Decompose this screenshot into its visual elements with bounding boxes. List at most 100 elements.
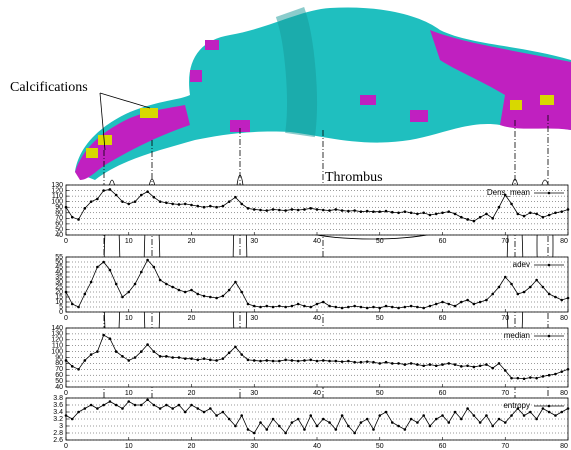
legend-label: median [504, 331, 530, 340]
data-point [271, 305, 275, 309]
y-tick-label: 55 [55, 254, 63, 261]
data-point [265, 428, 269, 431]
y-tick-label: 60 [55, 372, 63, 379]
data-point [365, 360, 369, 363]
data-point [127, 359, 131, 362]
y-tick-label: 35 [55, 274, 63, 281]
data-point [560, 370, 564, 373]
data-point [503, 275, 507, 279]
data-point [485, 298, 488, 302]
data-point [240, 290, 243, 294]
data-point [296, 359, 300, 363]
data-point [265, 304, 269, 308]
data-point [190, 203, 193, 207]
data-point [89, 200, 93, 203]
data-point [140, 270, 143, 274]
data-point [278, 208, 281, 212]
data-point [522, 414, 526, 417]
data-point [510, 202, 513, 206]
data-point [378, 362, 382, 365]
x-tick-label: 10 [125, 315, 133, 322]
data-point [503, 193, 507, 197]
data-point [453, 212, 457, 216]
x-tick-label: 10 [125, 443, 133, 450]
y-tick-label: 2.8 [53, 430, 63, 437]
y-tick-label: 15 [55, 294, 63, 301]
data-point [422, 414, 425, 417]
data-point [453, 363, 457, 366]
data-point [422, 364, 425, 368]
data-point [140, 350, 143, 353]
data-point [328, 421, 331, 424]
data-point [315, 359, 319, 363]
data-point [372, 428, 375, 431]
data-point [234, 424, 237, 428]
data-point [296, 417, 300, 421]
data-point [259, 305, 262, 309]
legend-marker [547, 334, 551, 338]
data-point [209, 204, 212, 208]
data-point [177, 203, 181, 206]
data-point [359, 360, 363, 364]
data-point [77, 368, 80, 371]
data-point [434, 212, 438, 216]
data-point [309, 207, 313, 210]
data-point [215, 359, 218, 362]
data-point [227, 417, 231, 421]
data-point [554, 414, 557, 417]
data-point [89, 403, 93, 407]
data-point [547, 213, 551, 217]
x-tick-label: 80 [560, 238, 568, 245]
data-point [234, 195, 237, 199]
data-point [252, 304, 256, 308]
x-tick-label: 20 [188, 315, 196, 322]
data-point [353, 431, 356, 435]
data-point [516, 212, 520, 216]
data-point [177, 288, 181, 292]
y-tick-label: 40 [55, 384, 63, 391]
x-tick-label: 30 [250, 443, 258, 450]
data-point [516, 407, 520, 410]
y-tick-label: 40 [55, 269, 63, 276]
data-point [510, 282, 513, 286]
data-point [491, 292, 495, 296]
data-point [391, 421, 394, 424]
data-point [397, 424, 400, 428]
legend-marker [547, 191, 551, 195]
data-point [89, 280, 93, 284]
data-point [89, 353, 93, 356]
y-tick-label: 3.2 [53, 416, 63, 423]
data-point [428, 424, 432, 428]
data-point [315, 208, 319, 211]
y-tick-label: 5 [59, 304, 63, 311]
data-point [70, 215, 74, 219]
data-point [221, 357, 225, 360]
data-point [215, 414, 218, 417]
data-point [290, 304, 294, 308]
data-point [566, 296, 570, 300]
data-point [403, 363, 407, 366]
data-point [365, 209, 369, 213]
data-point [535, 212, 538, 216]
data-point [447, 362, 451, 365]
data-point [315, 424, 319, 428]
y-tick-label: 140 [51, 325, 63, 332]
data-point [227, 351, 231, 355]
data-point [309, 414, 313, 417]
data-point [171, 407, 174, 410]
data-point [384, 410, 388, 414]
data-point [96, 350, 99, 353]
x-tick-label: 80 [560, 390, 568, 397]
x-tick-label: 10 [125, 238, 133, 245]
data-point [133, 403, 137, 407]
y-tick-label: 90 [55, 204, 63, 211]
data-point [196, 358, 200, 362]
data-point [397, 306, 400, 310]
data-point [334, 208, 338, 211]
data-point [183, 290, 187, 294]
data-point [102, 333, 105, 337]
y-tick-label: 50 [55, 259, 63, 266]
data-point [259, 208, 262, 212]
data-point [303, 359, 306, 362]
y-tick-label: 2.6 [53, 437, 63, 444]
